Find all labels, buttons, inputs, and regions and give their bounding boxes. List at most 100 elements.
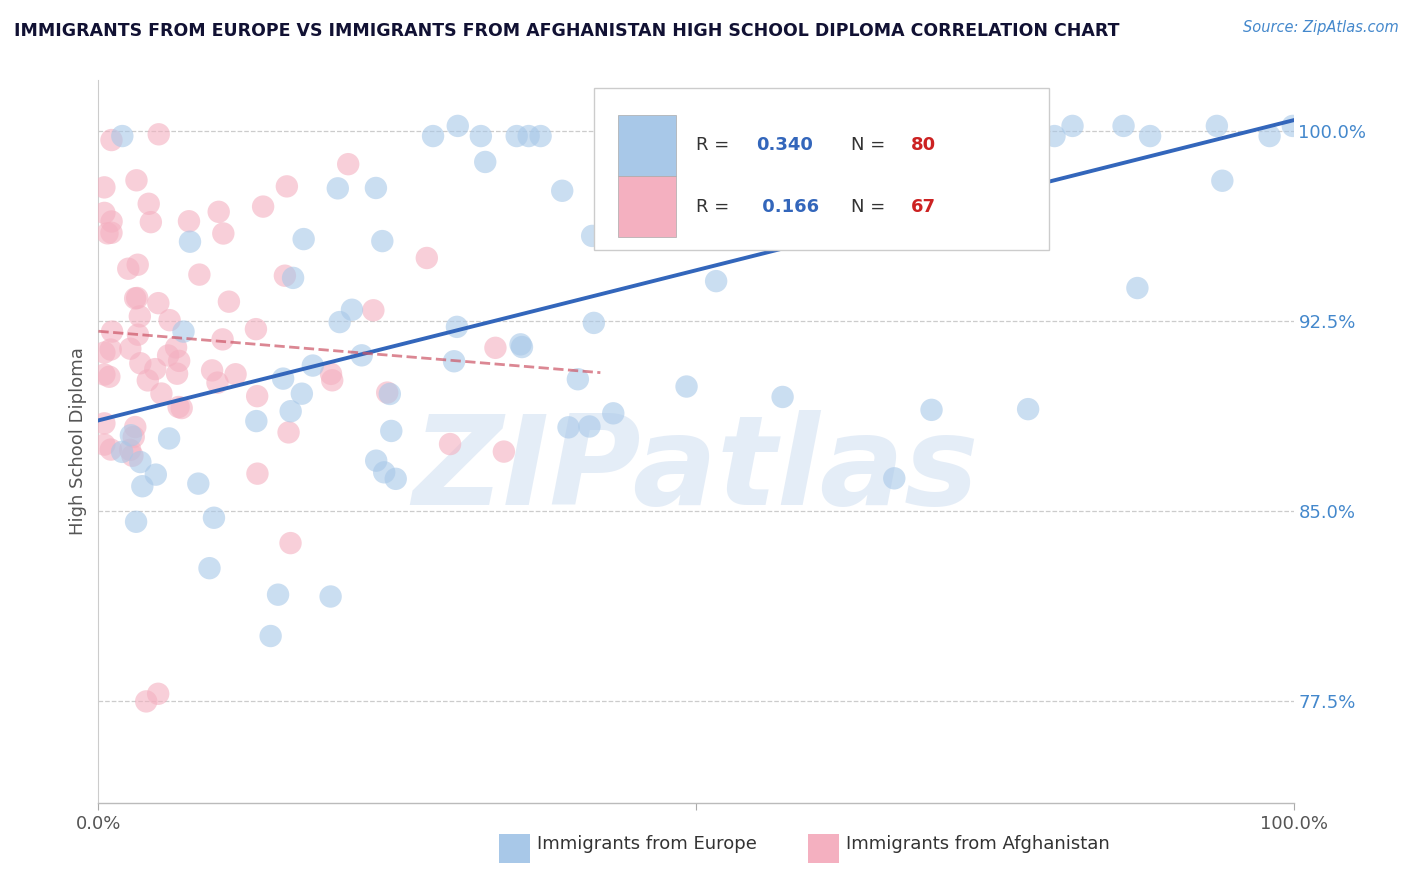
Point xyxy=(772,390,794,404)
Point xyxy=(148,296,170,310)
Point xyxy=(179,235,201,249)
Point xyxy=(135,694,157,708)
Point xyxy=(628,197,651,211)
Point xyxy=(159,313,181,327)
Point xyxy=(730,228,752,243)
Point xyxy=(157,349,180,363)
Point xyxy=(165,340,187,354)
Point xyxy=(692,202,714,216)
Point xyxy=(710,184,733,198)
Point xyxy=(127,291,149,305)
Point xyxy=(100,133,122,147)
Point xyxy=(148,687,170,701)
Point xyxy=(125,173,148,187)
Point xyxy=(96,227,118,241)
Point xyxy=(100,214,122,228)
Point xyxy=(582,316,605,330)
Point xyxy=(127,327,149,342)
Point xyxy=(321,373,343,387)
Point xyxy=(246,389,269,403)
Point xyxy=(1139,129,1161,144)
Point xyxy=(492,444,515,458)
Point xyxy=(363,303,385,318)
Point xyxy=(93,417,115,431)
Text: 67: 67 xyxy=(911,198,936,216)
Point xyxy=(375,385,398,400)
Point xyxy=(198,561,221,575)
Point xyxy=(605,153,627,167)
Point xyxy=(201,363,224,377)
Point xyxy=(120,342,142,356)
Point xyxy=(447,119,470,133)
Point xyxy=(443,354,465,368)
Point xyxy=(484,341,506,355)
Point xyxy=(136,373,159,387)
Point xyxy=(637,216,659,230)
Point xyxy=(1205,119,1227,133)
Point xyxy=(208,204,231,219)
Point xyxy=(329,315,352,329)
Point xyxy=(245,414,267,428)
Point xyxy=(690,191,713,205)
Point xyxy=(129,455,152,469)
Point xyxy=(380,424,402,438)
Point xyxy=(422,129,444,144)
Point xyxy=(245,322,267,336)
Point xyxy=(271,371,294,385)
Point xyxy=(371,234,394,248)
Point xyxy=(129,356,152,370)
Text: N =: N = xyxy=(852,198,886,216)
Point xyxy=(704,274,727,288)
Point xyxy=(319,367,342,381)
Point xyxy=(301,359,323,373)
Point xyxy=(817,143,839,157)
Point xyxy=(384,472,406,486)
Point xyxy=(246,467,269,481)
Point xyxy=(1281,119,1303,133)
Point xyxy=(675,379,697,393)
Text: 0.340: 0.340 xyxy=(756,136,813,154)
Point xyxy=(510,340,533,354)
Text: ZIPatlas: ZIPatlas xyxy=(413,410,979,531)
Point xyxy=(277,425,299,440)
FancyBboxPatch shape xyxy=(595,87,1049,250)
Point xyxy=(416,251,439,265)
Point xyxy=(166,367,188,381)
Text: IMMIGRANTS FROM EUROPE VS IMMIGRANTS FROM AFGHANISTAN HIGH SCHOOL DIPLOMA CORREL: IMMIGRANTS FROM EUROPE VS IMMIGRANTS FRO… xyxy=(14,22,1119,40)
Point xyxy=(439,437,461,451)
Text: R =: R = xyxy=(696,198,735,216)
Point xyxy=(446,319,468,334)
Point xyxy=(145,467,167,482)
Point xyxy=(93,206,115,220)
Point xyxy=(474,155,496,169)
Point xyxy=(517,129,540,144)
Text: 0.166: 0.166 xyxy=(756,198,818,216)
Point xyxy=(93,437,115,451)
Point xyxy=(280,404,302,418)
Point xyxy=(212,227,235,241)
Point xyxy=(373,465,395,479)
Bar xyxy=(619,176,676,237)
Point xyxy=(125,515,148,529)
Point xyxy=(364,181,387,195)
Point xyxy=(124,420,146,434)
Y-axis label: High School Diploma: High School Diploma xyxy=(69,348,87,535)
Point xyxy=(823,153,845,167)
Point xyxy=(148,128,170,142)
Point xyxy=(326,181,349,195)
Point xyxy=(93,368,115,382)
Point xyxy=(581,228,603,243)
Point xyxy=(128,310,150,324)
Point xyxy=(1043,129,1066,144)
Point xyxy=(557,420,579,434)
Point xyxy=(131,479,153,493)
Point xyxy=(280,536,302,550)
Point xyxy=(111,129,134,144)
Point xyxy=(567,372,589,386)
Text: R =: R = xyxy=(696,136,735,154)
Point xyxy=(177,214,200,228)
Point xyxy=(267,588,290,602)
Point xyxy=(101,325,124,339)
Text: Source: ZipAtlas.com: Source: ZipAtlas.com xyxy=(1243,20,1399,35)
Point xyxy=(1258,129,1281,144)
